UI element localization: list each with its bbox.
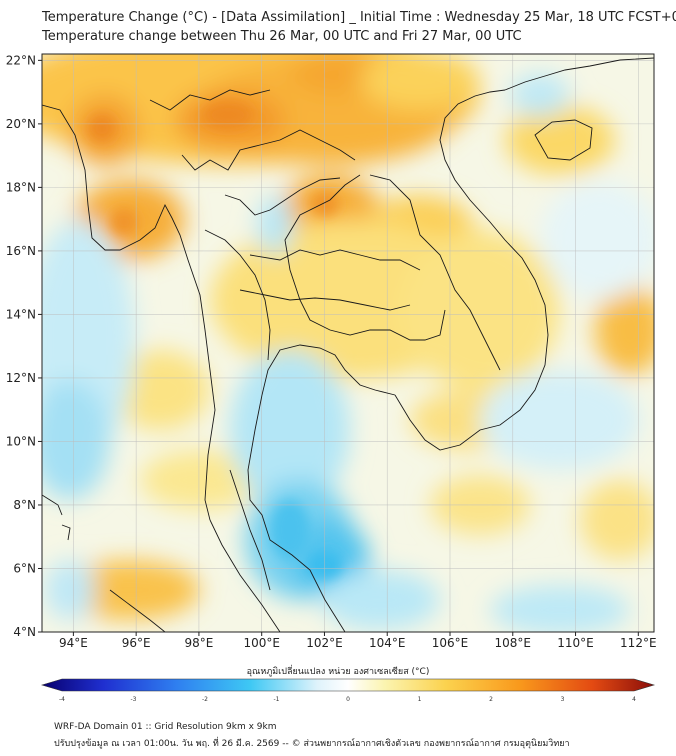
lon-tick-label: 108°E: [495, 636, 532, 650]
temperature-field: [42, 54, 654, 632]
lat-tick-label: 8°N: [13, 498, 36, 512]
footer-credit: ปรับปรุงข้อมูล ณ เวลา 01:00น. วัน พฤ. ที…: [54, 739, 570, 749]
footer-model-info: WRF-DA Domain 01 :: Grid Resolution 9km …: [54, 722, 277, 732]
lon-tick-label: 106°E: [432, 636, 469, 650]
lat-tick-label: 14°N: [6, 307, 36, 321]
colorbar-tick-label: -1: [274, 696, 280, 703]
map-subtitle: Temperature change between Thu 26 Mar, 0…: [42, 29, 522, 44]
colorbar-tick-label: 2: [489, 696, 493, 703]
coastline-and-borders: [42, 57, 654, 632]
lat-tick-label: 20°N: [6, 117, 36, 131]
map-frame: [41, 53, 655, 633]
lat-tick-label: 16°N: [6, 244, 36, 258]
lon-tick-label: 100°E: [243, 636, 280, 650]
lat-tick-label: 12°N: [6, 371, 36, 385]
lat-tick-label: 4°N: [13, 625, 36, 639]
lat-tick-label: 6°N: [13, 561, 36, 575]
lat-tick-label: 22°N: [6, 53, 36, 67]
lon-tick-label: 96°E: [122, 636, 151, 650]
colorbar-label: อุณหภูมิเปลี่ยนแปลง หน่วย องศาเซลเซียส (…: [246, 667, 430, 677]
colorbar: [40, 678, 656, 692]
colorbar-tick-label: 0: [346, 696, 350, 703]
lat-tick-label: 18°N: [6, 180, 36, 194]
colorbar-tick-label: -3: [131, 696, 137, 703]
colorbar-tick-label: -4: [59, 696, 65, 703]
lon-tick-label: 102°E: [306, 636, 343, 650]
map-title: Temperature Change (°C) - [Data Assimila…: [42, 10, 676, 25]
latitude-axis: 22°N 20°N 18°N 16°N 14°N 12°N 10°N 8°N 6°N 4°N: [6, 53, 42, 639]
lon-tick-label: 112°E: [620, 636, 657, 650]
colorbar-ticks: -4 -3 -2 -1 0 1 2 3 4: [59, 696, 636, 703]
colorbar-tick-label: -2: [202, 696, 208, 703]
longitude-axis: 94°E 96°E 98°E 100°E 102°E 104°E 106°E 108°E 110…: [59, 632, 657, 650]
colorbar-tick-label: 4: [632, 696, 636, 703]
lon-tick-label: 98°E: [184, 636, 213, 650]
lon-tick-label: 110°E: [557, 636, 594, 650]
map-grid: [42, 54, 654, 632]
colorbar-tick-label: 1: [418, 696, 422, 703]
lat-tick-label: 10°N: [6, 434, 36, 448]
lon-tick-label: 104°E: [369, 636, 406, 650]
colorbar-tick-label: 3: [561, 696, 565, 703]
lon-tick-label: 94°E: [59, 636, 88, 650]
